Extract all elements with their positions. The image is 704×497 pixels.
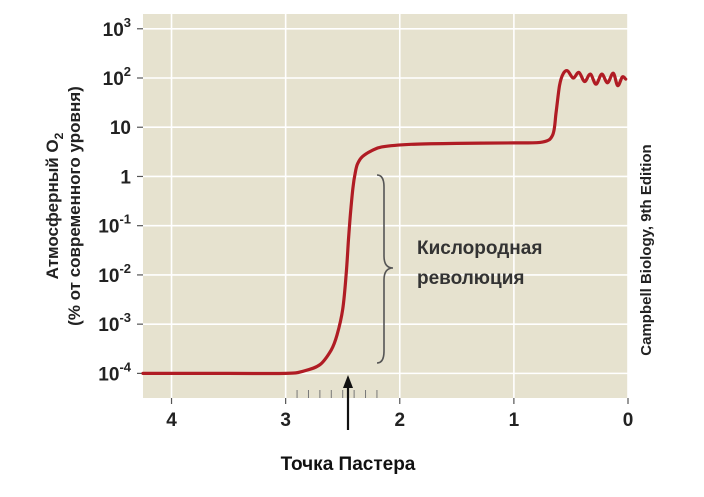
y-tick-label: 102: [103, 64, 131, 90]
y-tick-label: 10: [110, 118, 131, 139]
y-tick-label: 10-1: [98, 212, 131, 238]
source-credit: Campbell Biology, 9th Edition: [638, 144, 655, 355]
revolution-label-line2: революция: [417, 268, 524, 289]
x-tick-label: 4: [166, 410, 177, 431]
y-axis: 10-4 10-3 10-2 10-1 1 10 102 103: [98, 15, 143, 385]
y-tick-label: 10-4: [98, 359, 131, 385]
plot-background: [143, 14, 628, 398]
y-axis-label-sub: 2: [52, 132, 66, 139]
series-line-oxygen: [141, 69, 628, 376]
x-tick-label: 3: [280, 410, 291, 431]
y-axis-label-line1: Атмосферный O: [43, 139, 62, 279]
y-tick-label: 10-3: [98, 310, 131, 336]
x-tick-label: 2: [394, 410, 405, 431]
x-tick-label: 0: [623, 410, 634, 431]
y-tick-label: 1: [120, 167, 131, 188]
x-axis: 4 3 2 1 0: [166, 398, 633, 431]
y-tick-label: 10-2: [98, 261, 131, 287]
y-axis-label: Атмосферный O2 (% от современного уровня…: [43, 86, 84, 326]
revolution-bracket: [376, 174, 394, 364]
revolution-label-line1: Кислородная: [417, 238, 542, 259]
svg-text:Атмосферный O2: Атмосферный O2: [43, 132, 66, 279]
y-tick-label: 103: [103, 15, 131, 41]
minor-ticks: [296, 390, 378, 398]
y-axis-label-line2: (% от современного уровня): [65, 86, 84, 326]
x-tick-label: 1: [509, 410, 520, 431]
gridlines: [143, 14, 629, 398]
pasteur-point-label: Точка Пастера: [281, 454, 416, 475]
pasteur-arrow-head: [343, 375, 353, 388]
